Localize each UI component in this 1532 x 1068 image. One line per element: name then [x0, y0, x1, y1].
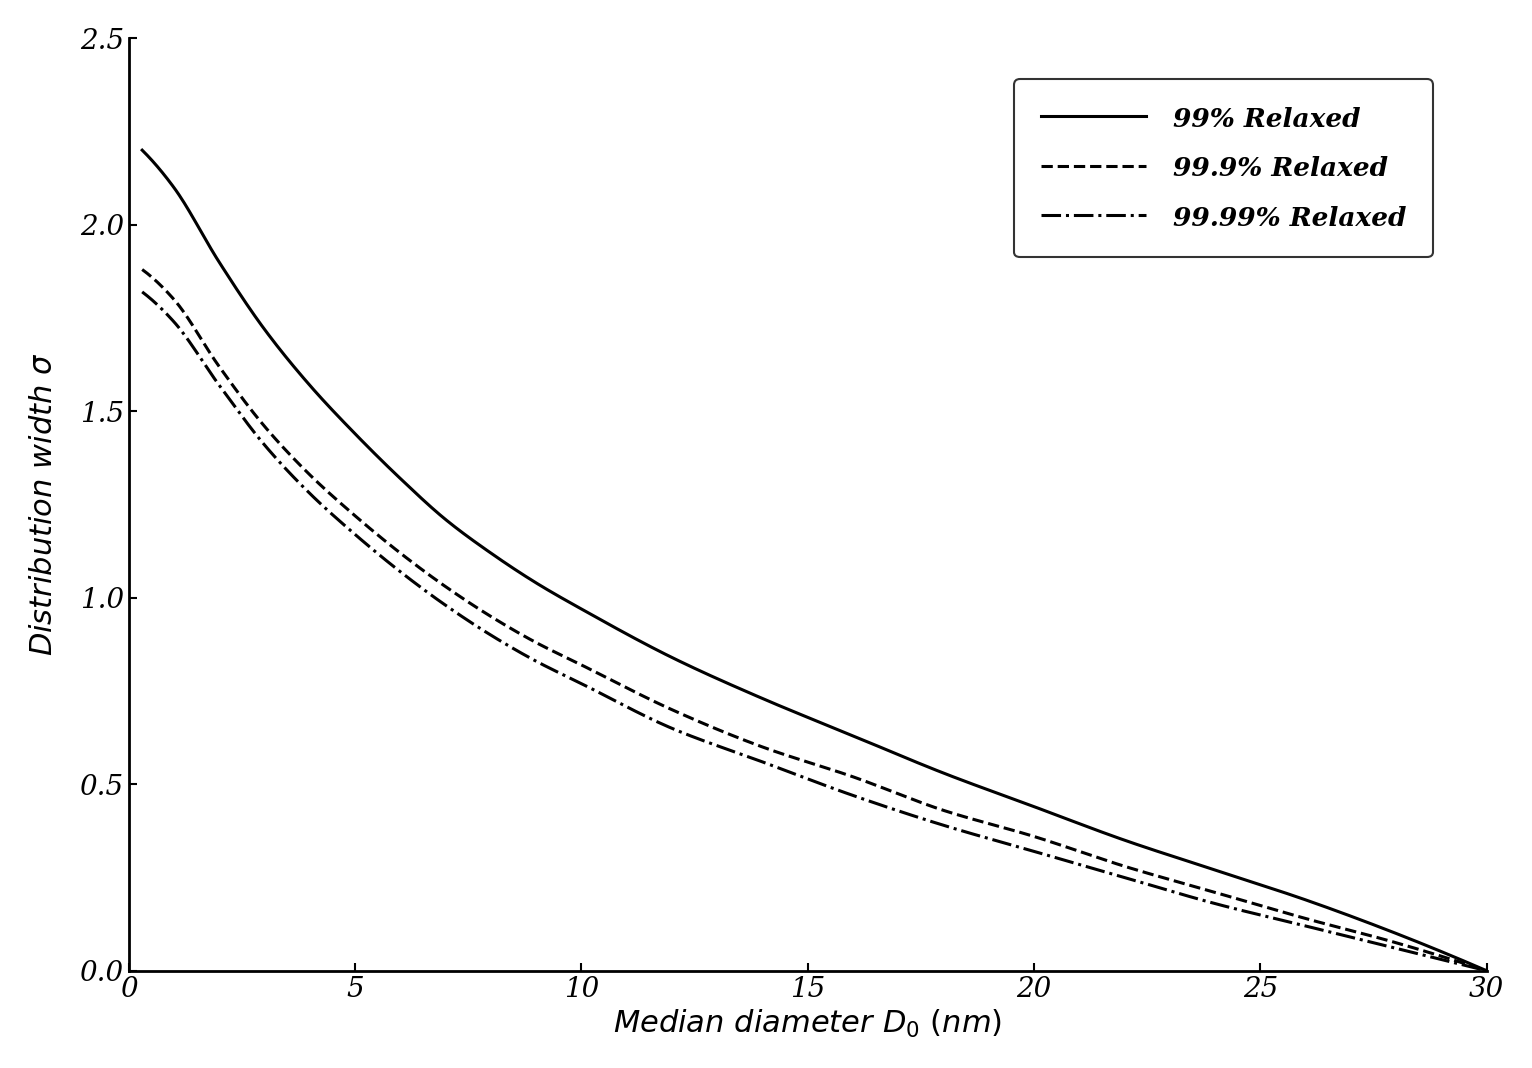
99% Relaxed: [913, 758, 931, 771]
99.99% Relaxed: [1290, 918, 1308, 931]
99% Relaxed: [133, 144, 152, 157]
99.9% Relaxed: [948, 808, 967, 821]
Line: 99.9% Relaxed: 99.9% Relaxed: [142, 269, 1486, 971]
99.99% Relaxed: [133, 285, 152, 298]
99% Relaxed: [216, 264, 234, 277]
Line: 99% Relaxed: 99% Relaxed: [142, 151, 1486, 971]
99.99% Relaxed: [990, 835, 1008, 848]
99.9% Relaxed: [133, 263, 152, 276]
99.9% Relaxed: [990, 820, 1008, 833]
99.99% Relaxed: [1152, 882, 1170, 895]
99% Relaxed: [1290, 892, 1308, 905]
99.99% Relaxed: [1477, 964, 1495, 977]
99.9% Relaxed: [1290, 911, 1308, 924]
99.9% Relaxed: [1477, 964, 1495, 977]
99.99% Relaxed: [913, 813, 931, 826]
Legend: 99% Relaxed, 99.9% Relaxed, 99.99% Relaxed: 99% Relaxed, 99.9% Relaxed, 99.99% Relax…: [1014, 79, 1432, 257]
99% Relaxed: [948, 772, 967, 785]
99% Relaxed: [1477, 964, 1495, 977]
99.99% Relaxed: [948, 823, 967, 836]
X-axis label: $\it{Median\ diameter\ }$$\it{D_0}$$\it{\ (nm)}$: $\it{Median\ diameter\ }$$\it{D_0}$$\it{…: [613, 1008, 1002, 1040]
99.9% Relaxed: [216, 367, 234, 380]
Line: 99.99% Relaxed: 99.99% Relaxed: [142, 292, 1486, 971]
99.99% Relaxed: [216, 387, 234, 399]
99% Relaxed: [990, 787, 1008, 800]
99.9% Relaxed: [1152, 870, 1170, 883]
Y-axis label: $\it{Distribution\ width\ \sigma}$: $\it{Distribution\ width\ \sigma}$: [28, 352, 58, 657]
99.9% Relaxed: [913, 797, 931, 810]
99% Relaxed: [1152, 846, 1170, 859]
